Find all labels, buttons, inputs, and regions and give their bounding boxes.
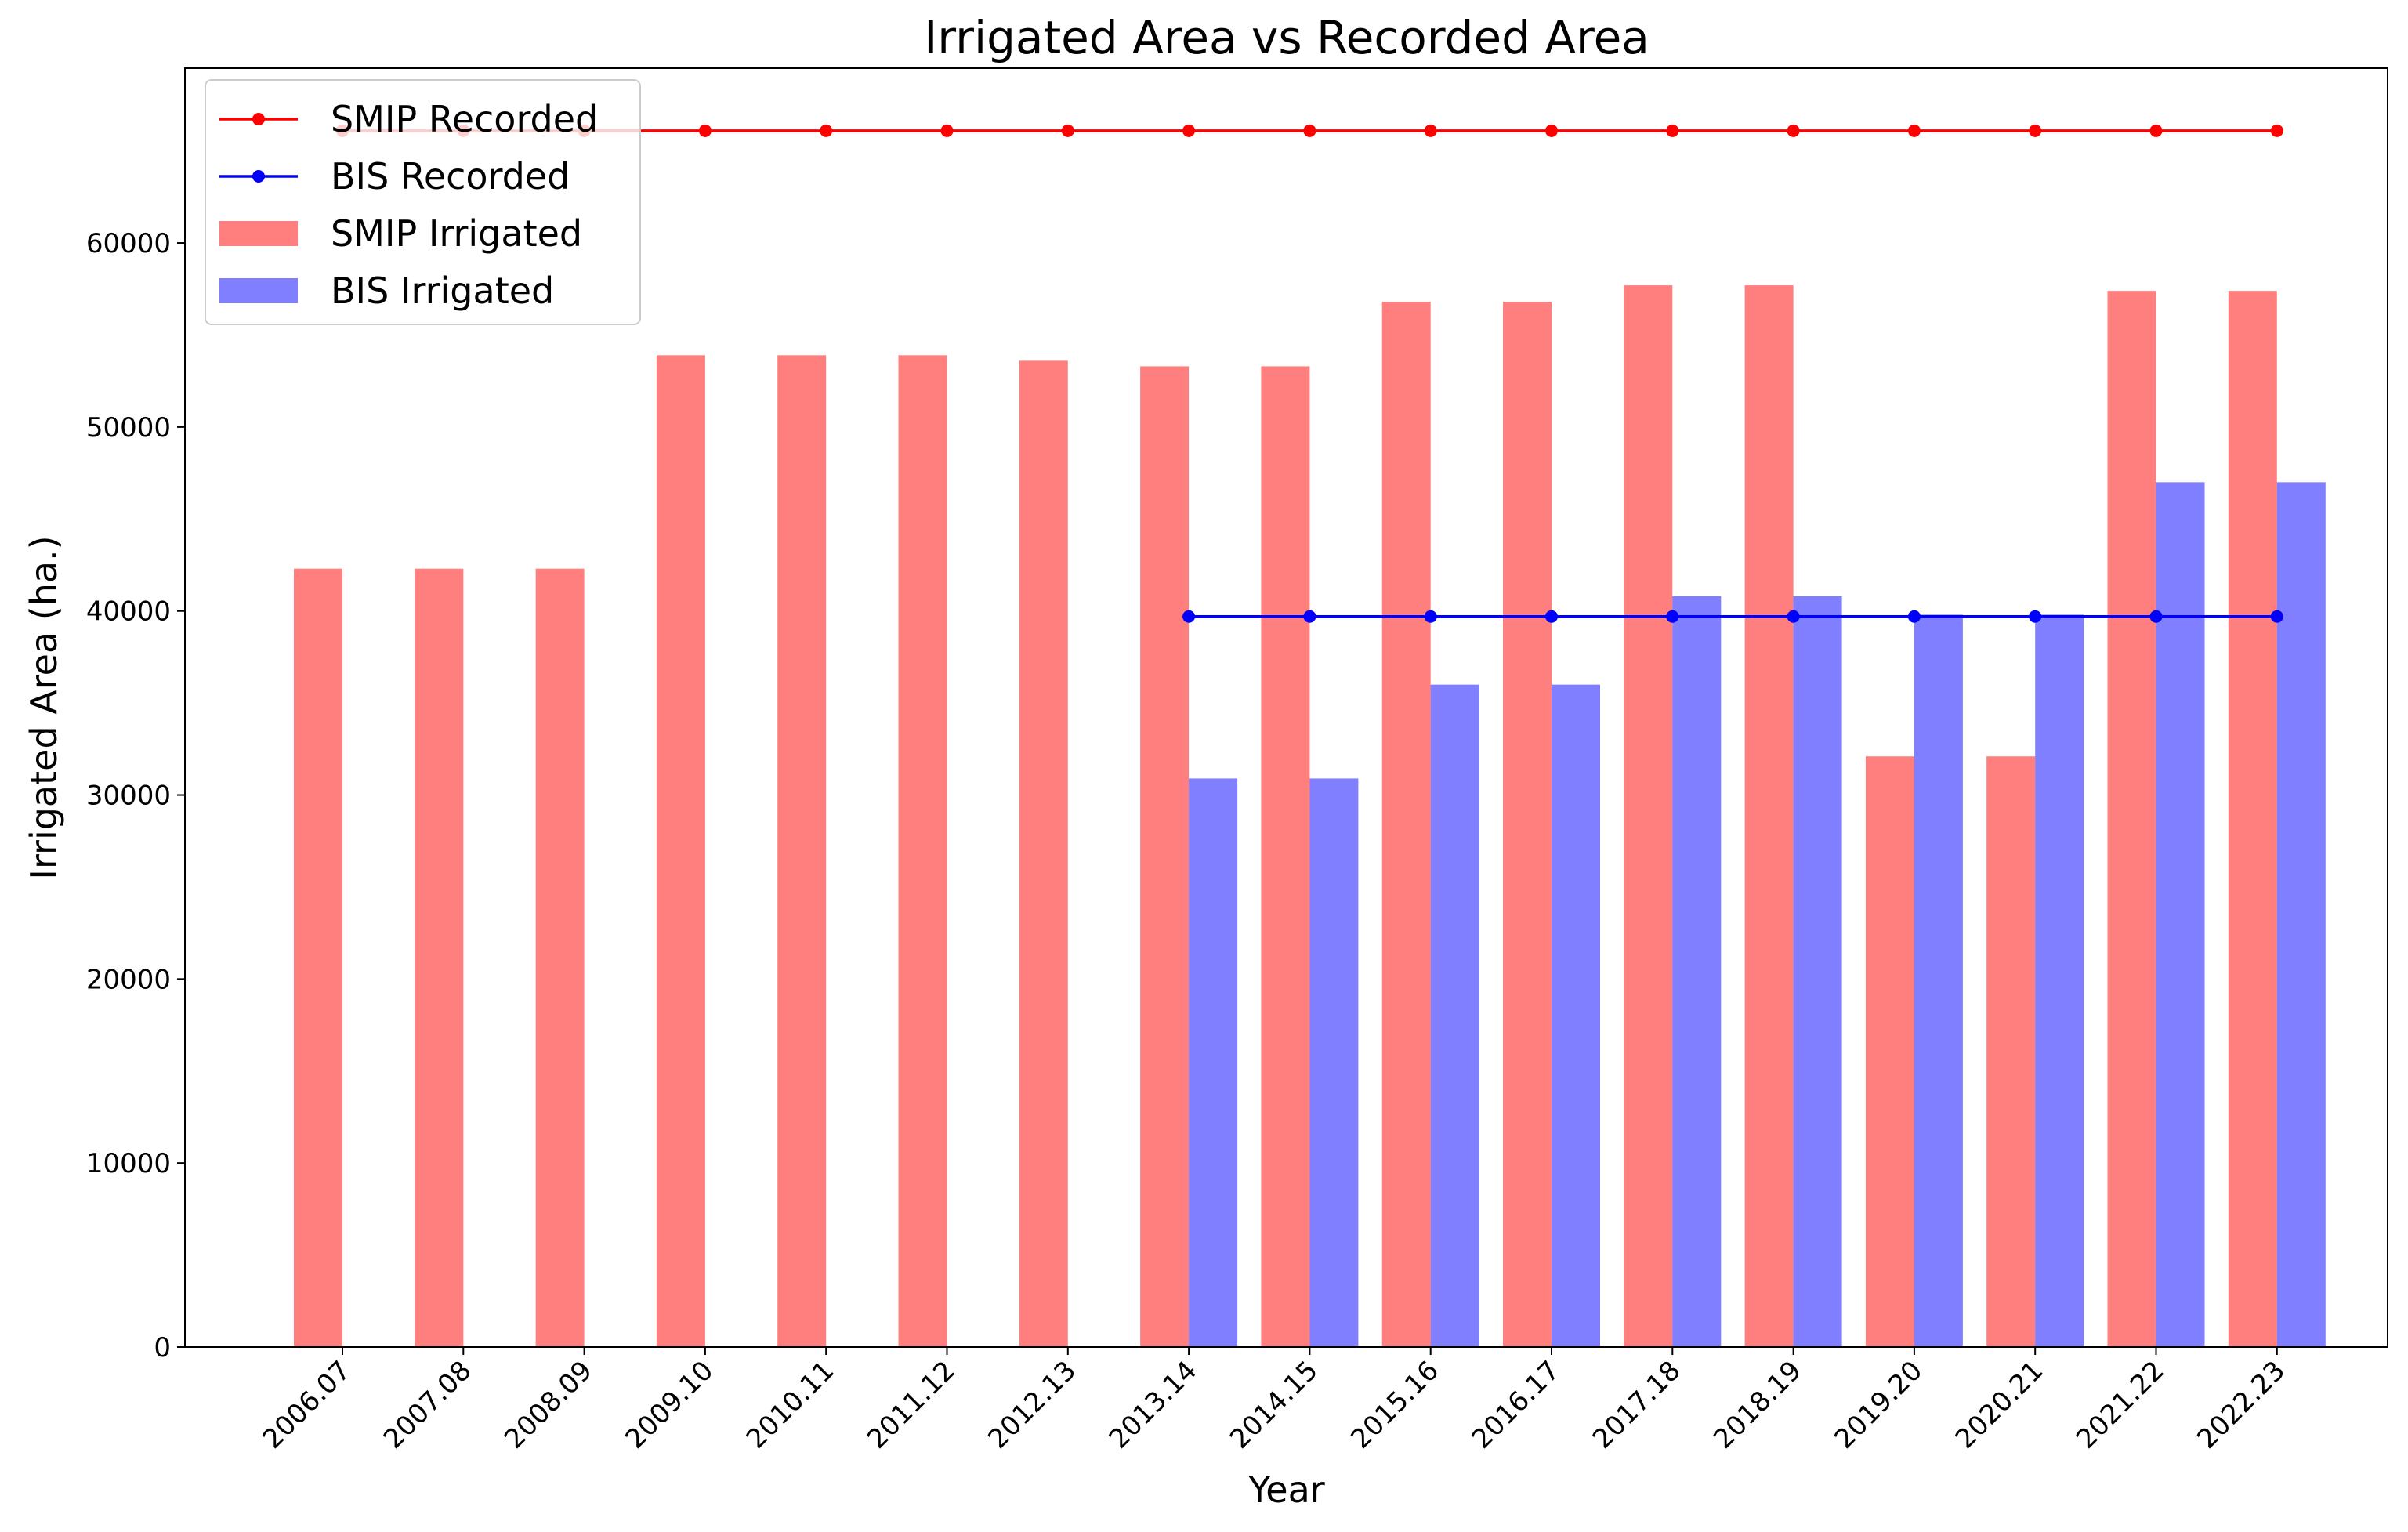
legend-marker-bis-recorded <box>252 170 265 183</box>
smip-recorded-point <box>2029 124 2042 137</box>
smip-irrigated-bar <box>415 568 464 1347</box>
bis-irrigated-bar <box>2156 482 2205 1347</box>
y-axis-title: Irrigated Area (ha.) <box>23 535 65 879</box>
legend-label-smip-irrigated: SMIP Irrigated <box>331 212 582 255</box>
y-tick-label: 30000 <box>86 780 171 812</box>
smip-irrigated-bar <box>1503 302 1552 1348</box>
smip-irrigated-bar <box>1744 285 1794 1347</box>
y-tick-label: 50000 <box>86 412 171 444</box>
y-tick-label: 0 <box>154 1332 171 1364</box>
smip-irrigated-bar <box>1986 756 2036 1347</box>
smip-irrigated-bar <box>2107 291 2156 1348</box>
smip-irrigated-bar <box>777 355 827 1347</box>
bis-recorded-point <box>1666 610 1679 623</box>
smip-recorded-point <box>1666 124 1679 137</box>
bis-recorded-point <box>2029 610 2042 623</box>
smip-irrigated-bar <box>1865 756 1914 1347</box>
smip-irrigated-bar <box>294 568 342 1347</box>
bis-recorded-point <box>1424 610 1437 623</box>
chart-title: Irrigated Area vs Recorded Area <box>924 11 1649 64</box>
smip-recorded-point <box>1907 124 1921 137</box>
smip-irrigated-bar <box>2228 291 2277 1348</box>
bis-recorded-point <box>1545 610 1558 623</box>
bis-recorded-point <box>2270 610 2283 623</box>
smip-irrigated-bar <box>1381 302 1431 1348</box>
smip-irrigated-bar <box>1019 360 1068 1347</box>
smip-recorded-point <box>1182 124 1196 137</box>
bis-irrigated-bar <box>1914 614 1963 1347</box>
smip-recorded-point <box>1545 124 1558 137</box>
legend-swatch-smip-irrigated <box>219 221 298 246</box>
y-tick-label: 10000 <box>86 1148 171 1179</box>
smip-irrigated-bar <box>898 355 947 1347</box>
smip-recorded-point <box>2270 124 2283 137</box>
y-tick-label: 60000 <box>86 228 171 259</box>
smip-recorded-point <box>2149 124 2163 137</box>
bis-recorded-point <box>1182 610 1196 623</box>
smip-irrigated-bar <box>656 355 705 1347</box>
bis-irrigated-bar <box>2035 614 2084 1347</box>
smip-recorded-point <box>1061 124 1074 137</box>
bis-irrigated-bar <box>1430 684 1479 1347</box>
smip-irrigated-bar <box>535 568 585 1347</box>
smip-recorded-point <box>1787 124 1800 137</box>
y-tick-label: 20000 <box>86 964 171 995</box>
y-tick-label: 40000 <box>86 596 171 628</box>
legend: SMIP Recorded BIS Recorded SMIP Irrigated B… <box>205 79 641 325</box>
legend-box <box>205 79 641 325</box>
smip-recorded-point <box>1303 124 1316 137</box>
legend-swatch-bis-irrigated <box>219 278 298 303</box>
bis-recorded-point <box>1787 610 1800 623</box>
bis-irrigated-bar <box>1309 778 1359 1347</box>
smip-recorded-point <box>1424 124 1437 137</box>
smip-recorded-point <box>820 124 833 137</box>
legend-marker-smip-recorded <box>252 113 265 125</box>
bis-recorded-point <box>2149 610 2163 623</box>
plot-frame <box>184 67 2388 1348</box>
bis-recorded-point <box>1907 610 1921 623</box>
bis-irrigated-bar <box>2276 482 2326 1347</box>
bis-irrigated-bar <box>1793 596 1842 1347</box>
legend-label-bis-irrigated: BIS Irrigated <box>331 270 554 312</box>
legend-label-smip-recorded: SMIP Recorded <box>331 98 598 140</box>
x-axis-title: Year <box>1247 1469 1324 1511</box>
smip-irrigated-bar <box>1140 366 1190 1347</box>
legend-label-bis-recorded: BIS Recorded <box>331 155 570 197</box>
bis-irrigated-bar <box>1672 596 1722 1347</box>
smip-irrigated-bar <box>1624 285 1673 1347</box>
bis-irrigated-bar <box>1552 684 1600 1347</box>
bis-recorded-point <box>1303 610 1316 623</box>
plot-area <box>294 124 2326 1348</box>
bis-irrigated-bar <box>1189 778 1238 1347</box>
smip-irrigated-bar <box>1261 366 1310 1347</box>
smip-recorded-point <box>940 124 954 137</box>
smip-recorded-point <box>698 124 712 137</box>
